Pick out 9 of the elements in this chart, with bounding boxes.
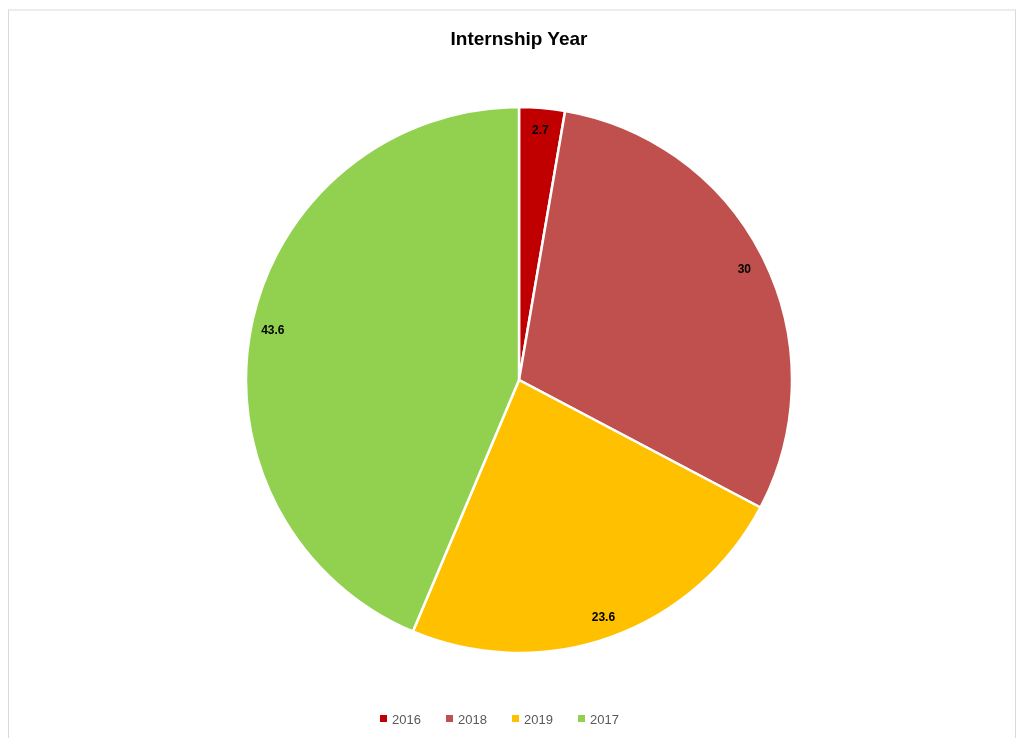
legend-label: 2017 [590, 711, 619, 727]
data-label: 30 [737, 262, 752, 277]
chart-title: Internship Year [450, 27, 589, 49]
legend-label: 2018 [458, 711, 487, 727]
data-label: 23.6 [591, 609, 616, 624]
legend-label: 2016 [392, 711, 421, 727]
data-label: 43.6 [261, 323, 285, 338]
data-label: 2.7 [531, 122, 549, 137]
legend-label: 2019 [524, 711, 553, 727]
